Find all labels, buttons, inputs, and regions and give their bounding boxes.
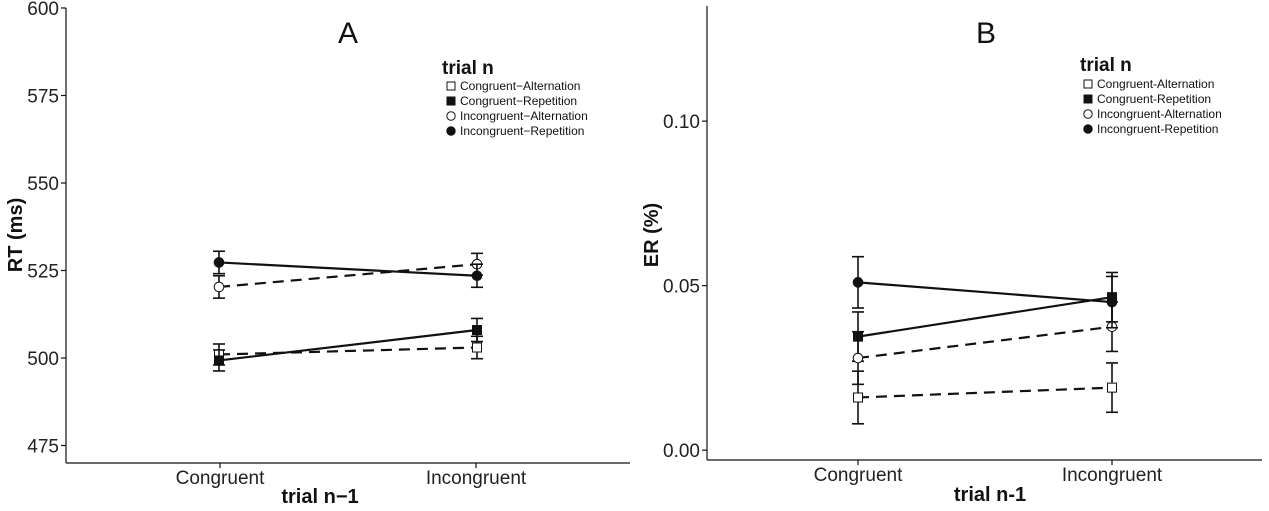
y-tick-label: 0.00 [663, 441, 700, 462]
data-point [852, 352, 864, 364]
series-incongruent-alternation [213, 252, 483, 299]
panel-a-rt-chart: 475 500 525 550 575 600 Congruent Incongruent tr… [5, 0, 630, 508]
y-tick-label: 0.10 [663, 112, 700, 133]
x-tick-label: Congruent [814, 465, 903, 486]
legend-key-square [1083, 94, 1093, 104]
legend-label: Congruent−Alternation [460, 79, 580, 93]
series-incongruent-alternation [852, 301, 1118, 386]
series-line [857, 281, 1113, 304]
x-axis-title: trial n−1 [281, 486, 358, 508]
legend-key-square [446, 81, 456, 91]
legend-key-circle [1083, 124, 1093, 134]
legend-key-square [1083, 79, 1093, 89]
data-point [1107, 382, 1117, 393]
legend: trial nCongruent−AlternationCongruent−Re… [442, 58, 588, 138]
legend-label: Congruent-Repetition [1097, 92, 1211, 106]
series-congruent-alternation [852, 362, 1118, 425]
panel-letter: A [338, 17, 358, 50]
data-point [1106, 296, 1118, 308]
y-tick-label: 0.05 [663, 277, 700, 298]
series-incongruent-repetition [852, 255, 1118, 329]
legend-key-square [446, 96, 456, 106]
y-tick-label: 600 [27, 0, 59, 20]
x-tick-label: Congruent [176, 468, 265, 489]
data-point [213, 281, 225, 293]
legend-label: Incongruent−Repetition [460, 124, 584, 138]
y-tick-label: 525 [27, 262, 59, 283]
legend-title: trial n [1080, 55, 1132, 76]
y-tick-label: 575 [27, 87, 59, 108]
y-tick-label: 550 [27, 174, 59, 195]
x-axis-title: trial n-1 [954, 484, 1026, 506]
y-axis-title: RT (ms) [5, 198, 27, 272]
legend-label: Congruent-Alternation [1097, 77, 1214, 91]
y-axis-title: ER (%) [641, 203, 663, 267]
legend-label: Incongruent−Alternation [460, 109, 588, 123]
legend-label: Congruent−Repetition [460, 94, 577, 108]
panel-b-er-chart: 0.00 0.05 0.10 Congruent Incongruent trial n-… [641, 6, 1262, 506]
legend-key-circle [446, 111, 456, 121]
legend: trial nCongruent-AlternationCongruent-Re… [1080, 55, 1222, 136]
series-line [218, 328, 478, 362]
x-tick-label: Incongruent [426, 468, 527, 489]
series-line [857, 325, 1113, 360]
legend-label: Incongruent-Repetition [1097, 122, 1218, 136]
data-point [213, 257, 225, 268]
legend-title: trial n [442, 58, 494, 79]
series-incongruent-repetition [213, 250, 483, 289]
series-line [857, 296, 1113, 338]
series-line [857, 386, 1113, 399]
y-tick-label: 500 [27, 349, 59, 370]
data-point [472, 342, 482, 353]
y-tick-label: 475 [27, 437, 59, 458]
legend-key-circle [1083, 109, 1093, 119]
x-tick-label: Incongruent [1062, 465, 1163, 486]
series-congruent-repetition [213, 317, 483, 372]
data-point [214, 355, 224, 366]
legend-label: Incongruent-Alternation [1097, 107, 1222, 121]
series-line [218, 346, 478, 356]
series-congruent-alternation [213, 335, 483, 366]
data-point [471, 270, 483, 282]
data-point [853, 392, 863, 403]
data-point [472, 325, 482, 335]
series-line [218, 261, 478, 277]
panel-letter: B [976, 17, 996, 50]
data-point [852, 277, 864, 288]
series-line [218, 263, 478, 289]
legend-key-circle [446, 126, 456, 136]
